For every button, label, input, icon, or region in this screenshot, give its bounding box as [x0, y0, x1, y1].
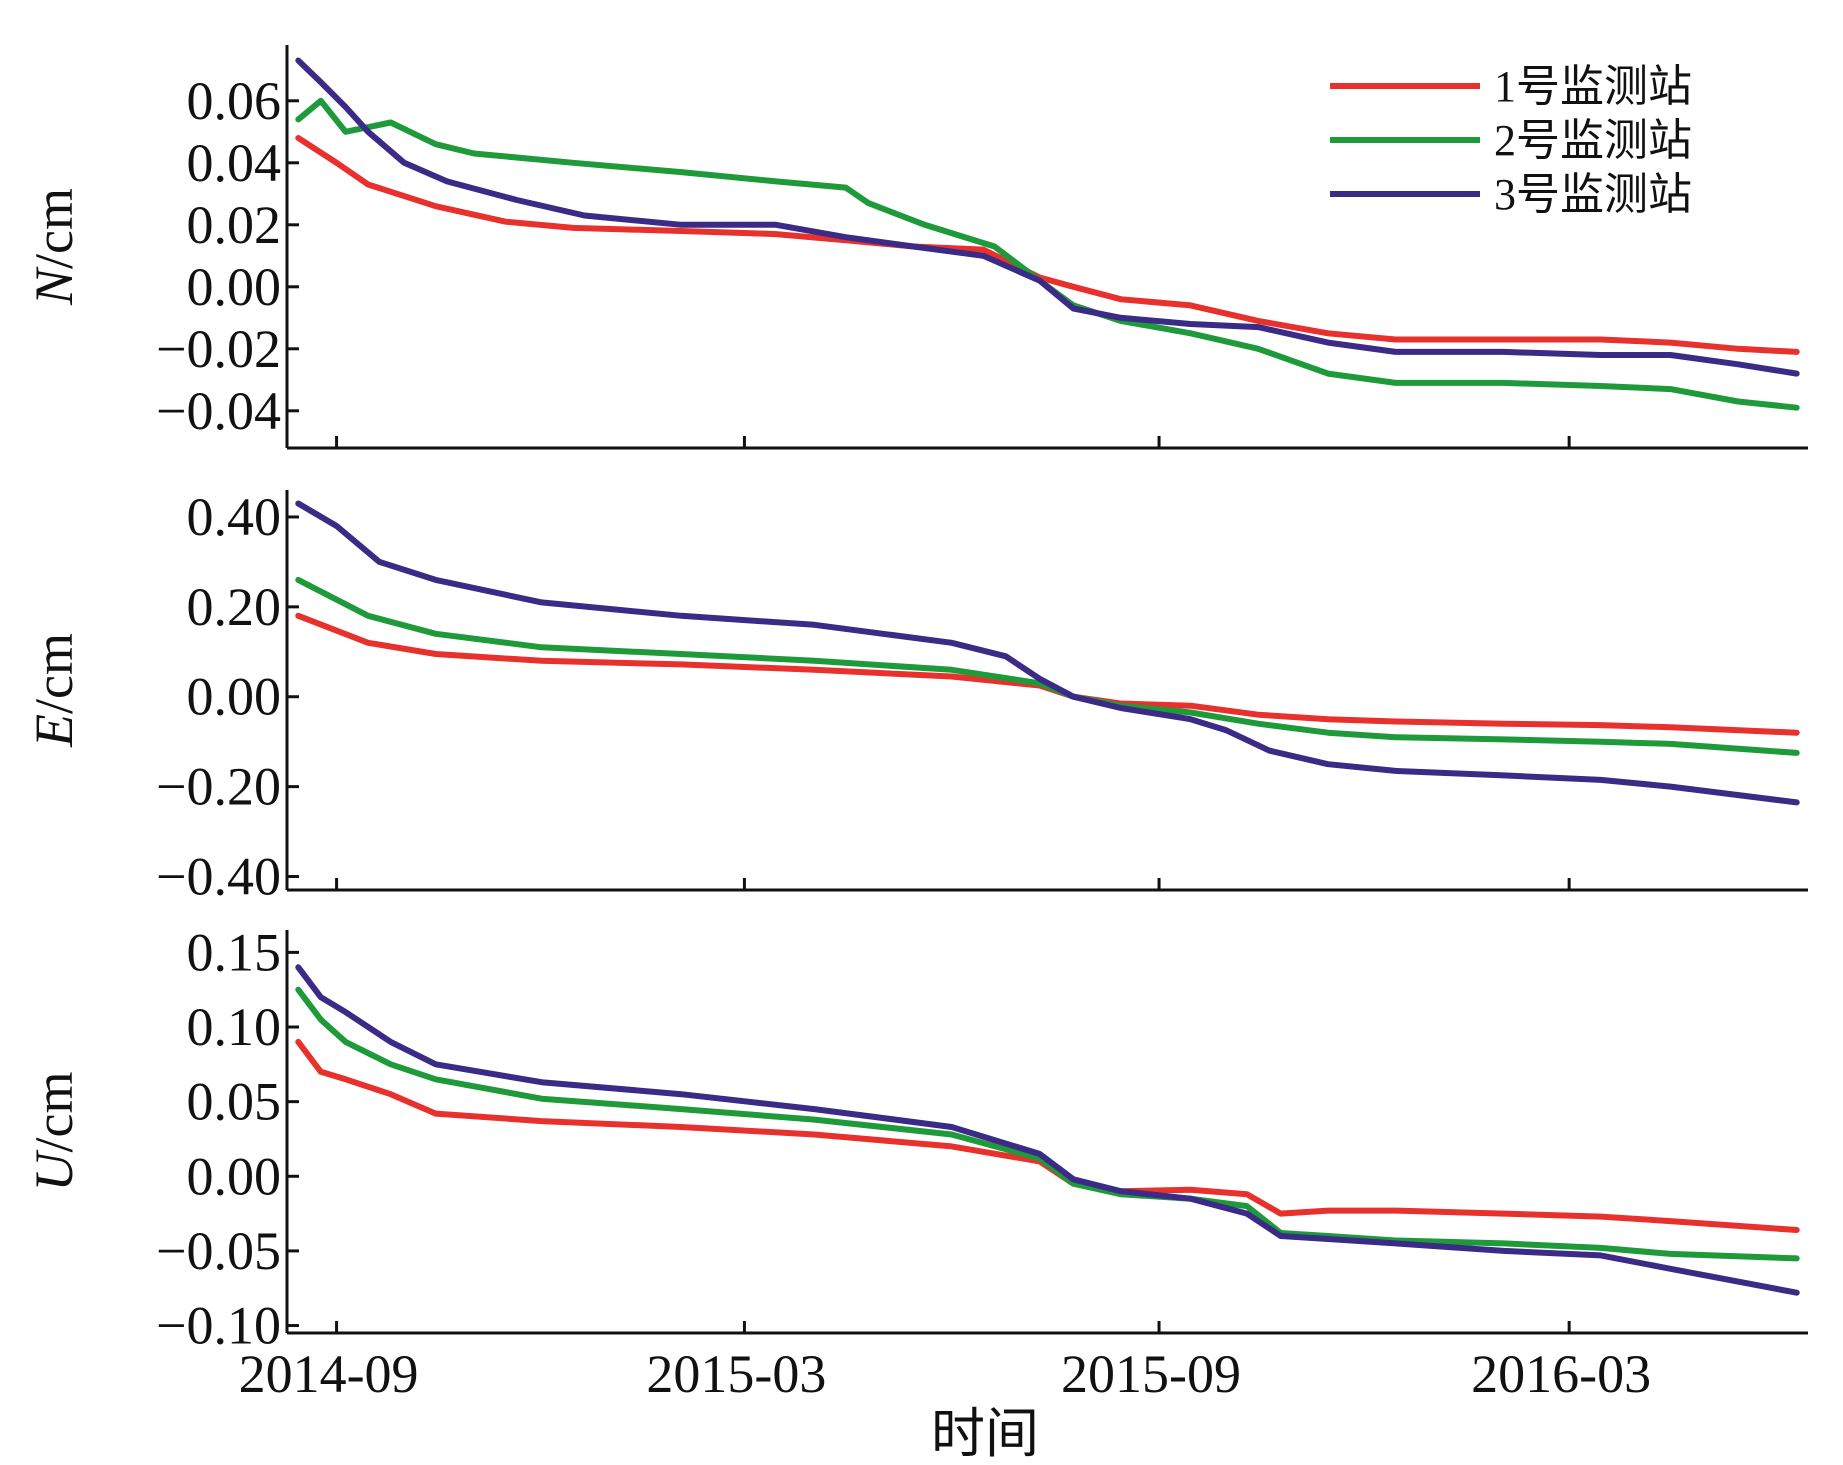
series-line-station-1 [295, 612, 1800, 736]
panel-n: 0.060.040.020.00−0.02−0.04 N/cm [24, 45, 1808, 450]
legend-label-station-2: 2号监测站 [1494, 116, 1692, 165]
x-tick-labels: 2014-09 2015-03 2015-09 2016-03 [239, 1344, 1652, 1404]
y-axis-title: U/cm [24, 1072, 84, 1192]
y-tick-label: 0.15 [187, 922, 282, 982]
series-line-station-3 [295, 964, 1800, 1296]
y-tick-label: 0.05 [187, 1072, 282, 1132]
y-tick-label: 0.02 [187, 195, 282, 255]
legend: 1号监测站 2号监测站 3号监测站 [1330, 62, 1692, 219]
panels: 0.060.040.020.00−0.02−0.04N/cm0.400.200.… [24, 45, 1808, 1404]
panel-u: 0.15 0.10 0.05 0.00 −0.05 −0.10 U/cm [24, 922, 1808, 1356]
y-axis-title: E/cm [24, 633, 84, 748]
x-tick-label: 2014-09 [239, 1344, 419, 1404]
series-line-station-3 [295, 500, 1800, 806]
series-line-station-2 [295, 986, 1800, 1262]
y-tick-label: 0.00 [187, 257, 282, 317]
series-line-station-2 [295, 97, 1800, 411]
y-axis-variable: N [24, 266, 84, 306]
y-tick-label: 0.06 [187, 71, 282, 131]
series-line-station-1 [295, 1038, 1800, 1233]
y-tick-label: 0.04 [187, 133, 282, 193]
y-tick-label: −0.40 [156, 847, 281, 907]
x-tick-label: 2015-09 [1061, 1344, 1241, 1404]
x-tick-label: 2015-03 [646, 1344, 826, 1404]
y-tick-label: −0.10 [156, 1296, 281, 1356]
y-axis-title: N/cm [24, 188, 84, 306]
y-axis-variable: E [24, 714, 84, 748]
panel-e: 0.40 0.20 0.00 −0.20 −0.40 E/cm [24, 487, 1808, 907]
y-tick-label: −0.04 [156, 381, 281, 441]
y-tick-label: 0.40 [187, 487, 282, 547]
series-line-station-3 [295, 57, 1800, 377]
y-tick-label: −0.05 [156, 1221, 281, 1281]
y-tick-label: −0.02 [156, 319, 281, 379]
y-tick-label: −0.20 [156, 757, 281, 817]
y-tick-label: 0.20 [187, 577, 282, 637]
legend-label-station-3: 3号监测站 [1494, 170, 1692, 219]
y-tick-label: 0.00 [187, 667, 282, 727]
y-tick-label: 0.00 [187, 1146, 282, 1206]
y-axis-unit: /cm [24, 188, 84, 269]
y-tick-label: 0.10 [187, 997, 282, 1057]
x-axis-title: 时间 [931, 1404, 1039, 1464]
legend-label-station-1: 1号监测站 [1494, 62, 1692, 111]
y-axis-unit: /cm [24, 1072, 84, 1153]
y-axis-unit: /cm [24, 633, 84, 714]
x-tick-label: 2016-03 [1471, 1344, 1651, 1404]
y-axis-variable: U [24, 1149, 84, 1191]
